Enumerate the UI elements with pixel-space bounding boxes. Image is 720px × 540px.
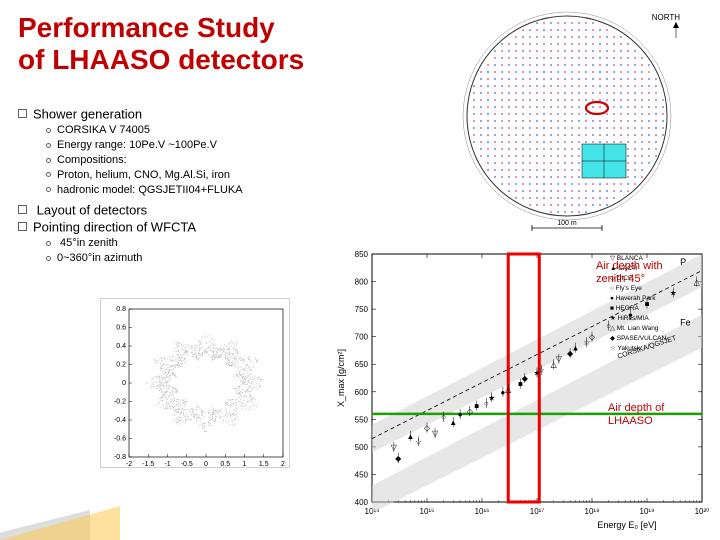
svg-text:750: 750: [355, 305, 369, 314]
bullet-l1-layout: Layout of detectors: [18, 202, 368, 217]
svg-text:800: 800: [355, 278, 369, 287]
svg-text:-0.8: -0.8: [114, 454, 126, 461]
svg-text:▽: ▽: [432, 429, 439, 438]
svg-text:★ HiRes/MIA: ★ HiRes/MIA: [610, 314, 649, 322]
svg-text:1.5: 1.5: [259, 461, 269, 468]
svg-text:△: △: [694, 278, 701, 287]
svg-text:-0.6: -0.6: [114, 436, 126, 443]
svg-text:400: 400: [355, 498, 369, 507]
svg-text:☆ Yakutsk: ☆ Yakutsk: [610, 344, 641, 352]
bullet-l2: 0~360°in azimuth: [46, 251, 368, 266]
svg-text:■ HEGRA: ■ HEGRA: [610, 305, 640, 312]
circle-icon: [46, 256, 51, 261]
ring-chart: -2 -1.5 -1 -0.5 0 0.5 1 1.5 2 -0.8 -0.6 -0.4 -0.2 0 0.…: [100, 298, 290, 468]
circle-icon: [46, 143, 51, 148]
bullet-l2: Proton, helium, CNO, Mg.Al.Si, iron: [46, 168, 368, 183]
title-line-2: of LHAASO detectors: [18, 44, 304, 76]
svg-text:▽: ▽: [391, 443, 398, 452]
svg-text:10¹⁵: 10¹⁵: [420, 507, 435, 516]
svg-text:X_max [g/cm²]: X_max [g/cm²]: [336, 349, 346, 407]
svg-text:10¹⁸: 10¹⁸: [585, 507, 600, 516]
circle-icon: [46, 158, 51, 163]
svg-text:△ Mt. Lian Wang: △ Mt. Lian Wang: [610, 325, 659, 332]
svg-text:-0.5: -0.5: [181, 461, 193, 468]
svg-text:▽: ▽: [556, 355, 563, 364]
svg-text:-0.2: -0.2: [114, 399, 126, 406]
svg-text:550: 550: [355, 415, 369, 424]
annotation-air-depth-lhaaso: Air depth of LHAASO: [608, 402, 664, 428]
bullet-l2: CORSIKA V 74005: [46, 123, 368, 138]
checkbox-icon: [18, 205, 27, 214]
svg-text:0: 0: [122, 380, 126, 387]
circle-icon: [46, 128, 51, 133]
svg-text:◆: ◆: [567, 349, 574, 358]
svg-text:0.8: 0.8: [116, 306, 126, 313]
svg-text:-2: -2: [126, 461, 132, 468]
svg-text:P: P: [680, 257, 686, 267]
svg-text:-1: -1: [164, 461, 170, 468]
svg-text:2: 2: [281, 461, 285, 468]
circle-icon: [46, 172, 51, 177]
bullet-l1-shower: Shower generation: [18, 106, 368, 121]
bullet-l2: Compositions:: [46, 153, 368, 168]
svg-text:● Haverah Park: ● Haverah Park: [610, 295, 656, 302]
svg-text:0: 0: [204, 461, 208, 468]
svg-text:△: △: [550, 360, 557, 369]
svg-text:Fe: Fe: [680, 318, 691, 328]
svg-text:10²⁰: 10²⁰: [695, 507, 710, 516]
svg-text:◆ SPASE/VULCAN: ◆ SPASE/VULCAN: [610, 335, 666, 342]
svg-text:10¹⁶: 10¹⁶: [475, 507, 490, 516]
svg-text:10¹⁷: 10¹⁷: [530, 507, 545, 516]
svg-text:NORTH: NORTH: [652, 13, 681, 22]
bullet-content: Shower generation CORSIKA V 74005Energy …: [18, 106, 368, 266]
svg-text:1: 1: [243, 461, 247, 468]
svg-text:100 m: 100 m: [557, 220, 577, 227]
bullet-l2: Energy range: 10Pe.V ~100Pe.V: [46, 138, 368, 153]
bullet-l1-pointing: Pointing direction of WFCTA: [18, 219, 368, 234]
svg-text:450: 450: [355, 470, 369, 479]
annotation-air-depth-zenith: Air depth with zenith 45°: [596, 260, 663, 286]
checkbox-icon: [18, 222, 27, 231]
svg-text:850: 850: [355, 250, 369, 259]
svg-text:600: 600: [355, 388, 369, 397]
title-line-1: Performance Study: [18, 12, 304, 44]
svg-text:0.5: 0.5: [220, 461, 230, 468]
svg-text:-0.4: -0.4: [114, 417, 126, 424]
svg-text:◆: ◆: [395, 454, 402, 463]
svg-text:0.6: 0.6: [116, 325, 126, 332]
bullet-l2: hadronic model: QGSJETII04+FLUKA: [46, 183, 368, 198]
slide-title: Performance Study of LHAASO detectors: [18, 12, 304, 76]
svg-text:△: △: [505, 385, 512, 394]
svg-text:10¹⁹: 10¹⁹: [640, 507, 655, 516]
svg-text:650: 650: [355, 360, 369, 369]
svg-text:700: 700: [355, 333, 369, 342]
circle-icon: [46, 241, 51, 246]
svg-text:500: 500: [355, 443, 369, 452]
svg-text:-1.5: -1.5: [142, 461, 154, 468]
svg-text:Energy E₀ [eV]: Energy E₀ [eV]: [597, 520, 656, 530]
accent-triangle-icon: [0, 506, 120, 540]
detector-array-figure: NORTH 100 m: [442, 6, 702, 236]
svg-text:0.2: 0.2: [116, 362, 126, 369]
svg-text:◇: ◇: [467, 407, 474, 416]
svg-text:0.4: 0.4: [116, 343, 126, 350]
svg-text:◇: ◇: [424, 424, 431, 433]
bullet-l2: 45°in zenith: [46, 236, 368, 251]
circle-icon: [46, 187, 51, 192]
checkbox-icon: [18, 109, 27, 118]
